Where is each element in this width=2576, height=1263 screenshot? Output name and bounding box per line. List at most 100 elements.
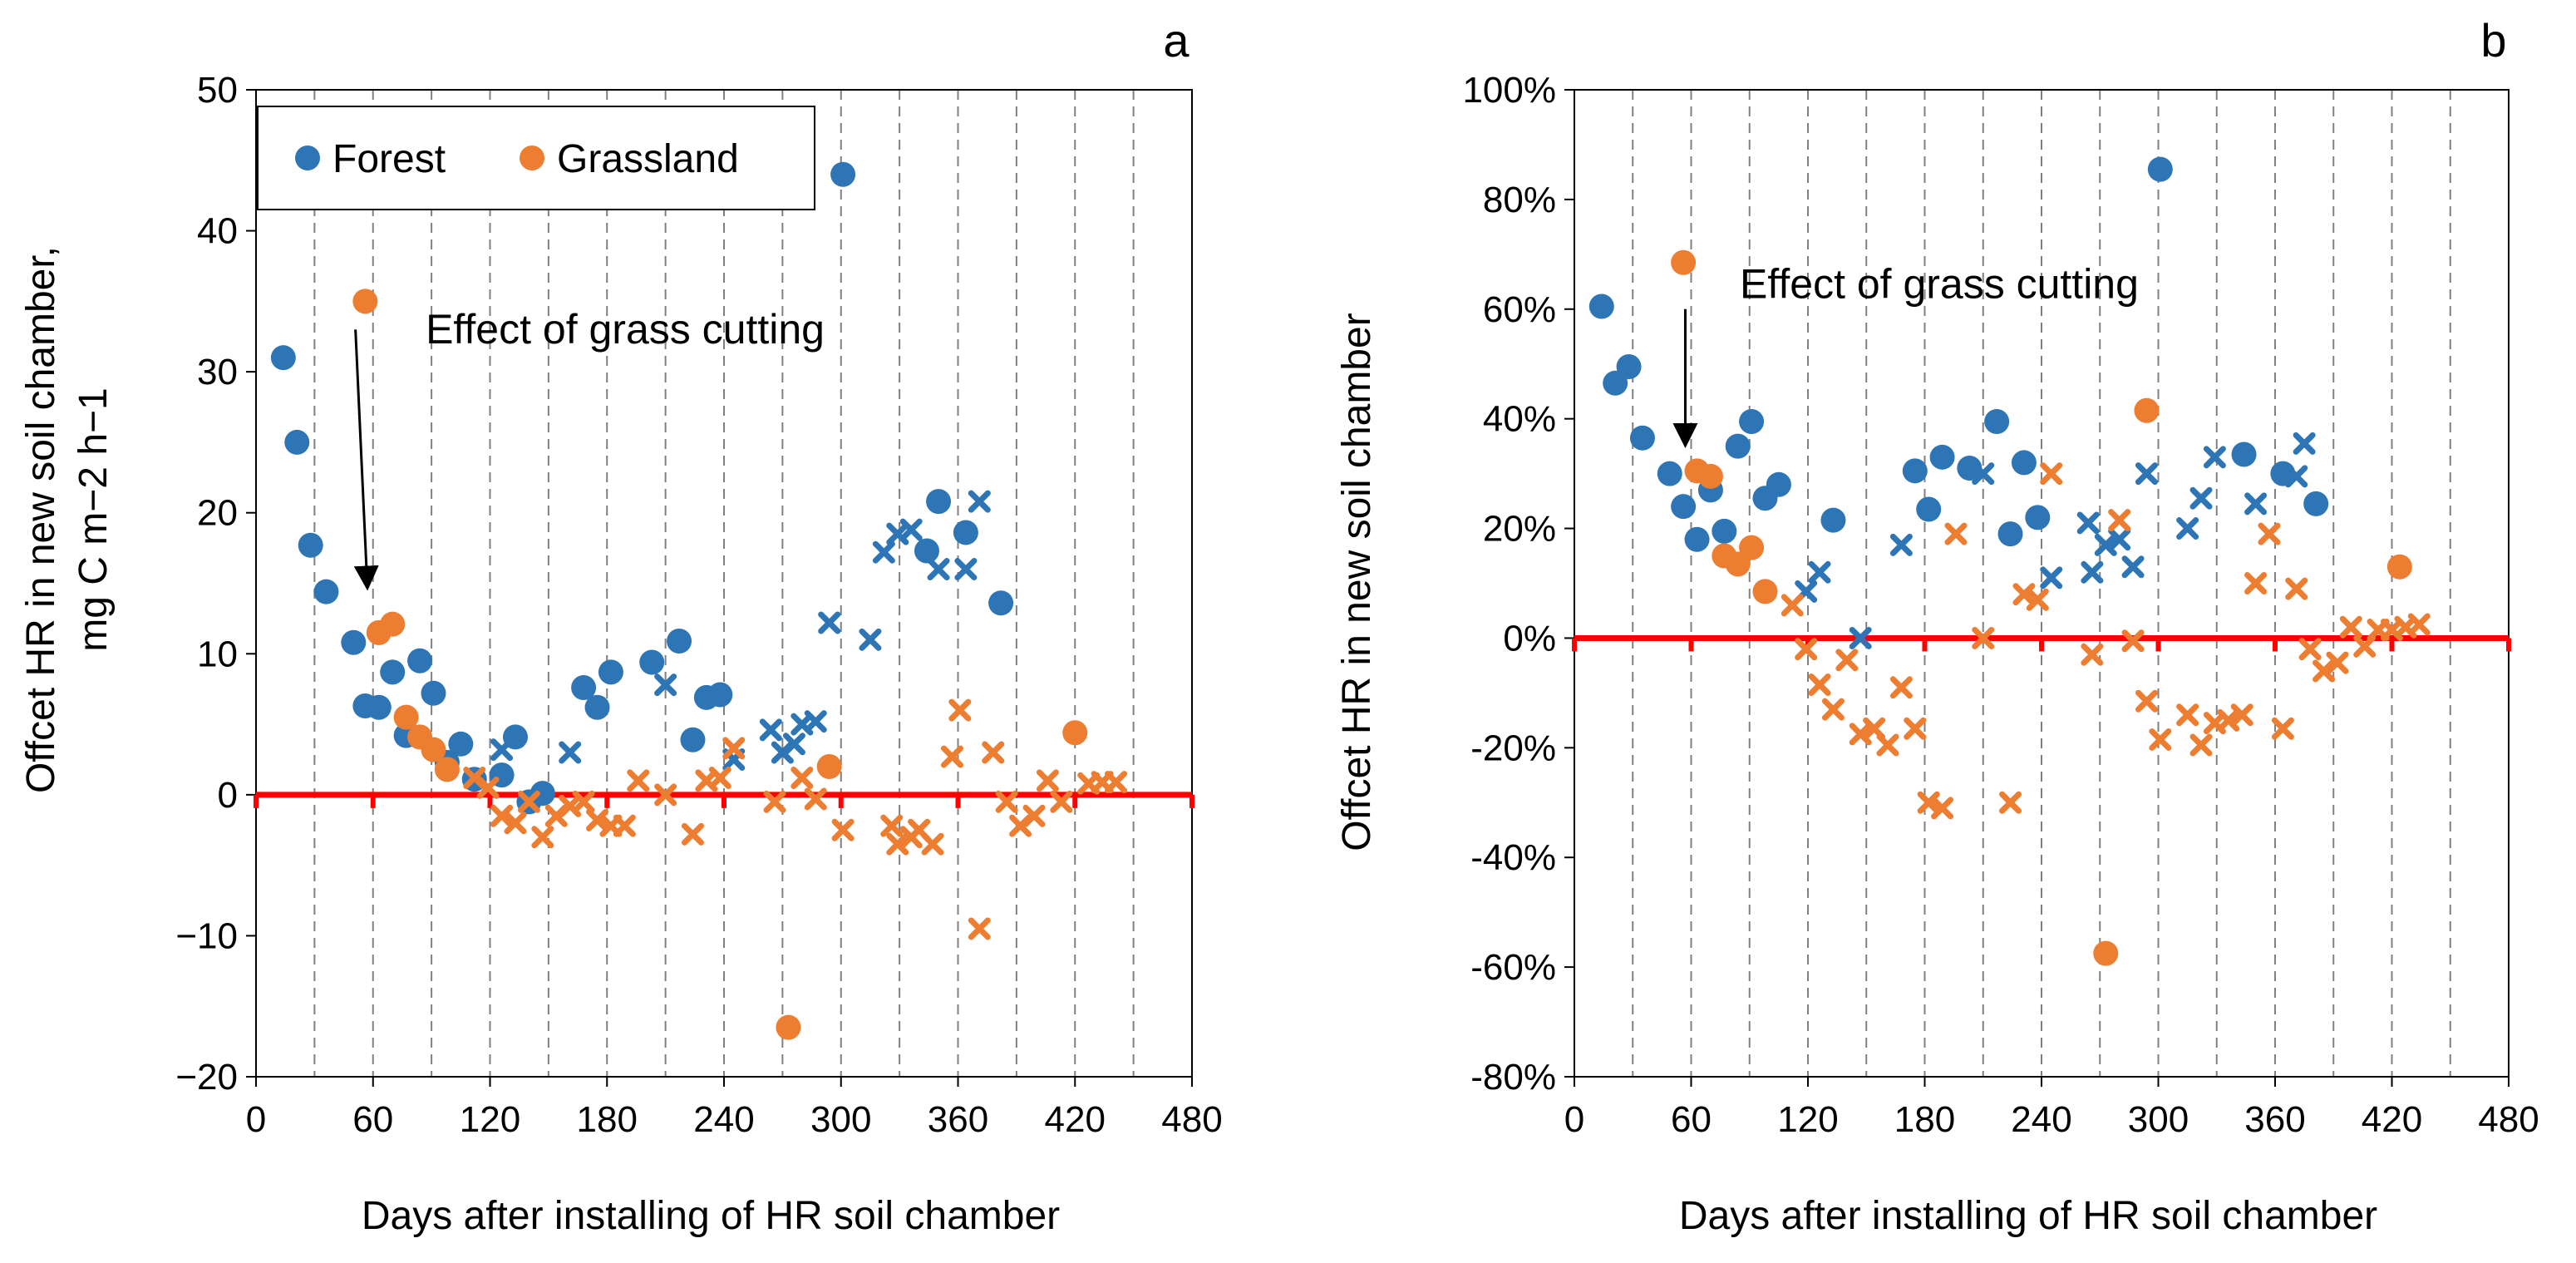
panel-b-grassland-cross-point	[1781, 594, 1804, 617]
panel-b-annotation-text: Effect of grass cutting	[1740, 261, 2139, 308]
panel-a-forest-circle-point	[667, 629, 692, 654]
panel-b-forest-cross-point	[2176, 517, 2199, 540]
panel-b-grassland-cross-point	[2121, 629, 2145, 653]
panel-a-grassland-cross-point	[504, 812, 527, 835]
panel-b-forest-cross-point	[1849, 626, 1872, 649]
panel-a-y-axis-units: mg C m−2 h−1	[71, 387, 116, 651]
panel-b-grassland-cross-point	[1876, 733, 1899, 757]
panel-a-x-tick-label: 480	[1161, 1099, 1222, 1140]
panel-a-forest-cross-point	[654, 673, 677, 697]
panel-a-x-tick-label: 180	[577, 1099, 638, 1140]
panel-b-grassland-cross-point	[2108, 509, 2131, 532]
panel-a-grassland-cross-point	[531, 826, 554, 849]
panel-b-x-tick-label: 0	[1564, 1099, 1584, 1140]
panel-b-grassland-cross-point	[1944, 522, 1968, 545]
panel-b-forest-circle-point	[1616, 354, 1642, 380]
panel-a-grassland-cross-point	[831, 818, 855, 841]
panel-a-forest-circle-point	[988, 590, 1014, 616]
panel-a-y-axis-title: Offcet HR in new soil chamber,	[19, 246, 63, 793]
panel-a-forest-circle-point	[707, 682, 733, 708]
panel-a-forest-circle-point	[366, 694, 392, 720]
legend-forest-marker	[295, 146, 320, 170]
panel-a-letter: a	[1163, 14, 1189, 67]
panel-b-forest-circle-point	[1712, 518, 1737, 544]
panel-b-annotation: Effect of grass cutting	[1672, 261, 2139, 449]
panel-a-y-tick-label: 20	[197, 493, 238, 534]
panel-a-x-tick-label: 420	[1045, 1099, 1106, 1140]
panel-b-forest-cross-point	[2040, 566, 2063, 590]
panel-a-grassland-cross-point	[886, 832, 909, 856]
panel-a-forest-cross-point	[818, 611, 841, 634]
panel-a-forest-circle-point	[270, 345, 296, 371]
panel-a-forest-cross-point	[759, 718, 782, 742]
panel-b-forest-cross-point	[2244, 492, 2268, 516]
panel-b-forest-circle-point	[2303, 491, 2329, 516]
panel-b-forest-circle-point	[2231, 442, 2257, 467]
panel-b-forest-circle-point	[2011, 450, 2037, 476]
panel-b-grassland-cross-point	[2298, 638, 2322, 661]
panel-a-x-tick-label: 60	[352, 1099, 393, 1140]
panel-b-x-tick-label: 180	[1894, 1099, 1955, 1140]
panel-b-zero-line-ticks	[1572, 638, 2511, 652]
panel-a-forest-circle-point	[529, 781, 555, 807]
panel-a-forest-circle-point	[284, 429, 310, 455]
panel-b-forest-circle-point	[1957, 456, 1982, 481]
panel-a-forest-circle-point	[380, 659, 406, 685]
panel-b-x-tick-label: 480	[2478, 1099, 2539, 1140]
panel-a-y-tick-label: 30	[197, 352, 238, 392]
panel-a-grassland-cross-point	[613, 814, 636, 837]
panel-b-forest-cross-point	[2203, 446, 2226, 469]
panel-b-grassland-cross-point	[2271, 717, 2294, 740]
panel-a-arrow	[353, 329, 379, 591]
panel-b-grassland-cross-point	[2026, 588, 2049, 611]
panel-a-forest-circle-point	[584, 694, 610, 720]
panel-a-grassland-cross-point	[1105, 771, 1128, 794]
panel-b-grassland-cross-point	[2339, 615, 2362, 639]
legend-grassland-marker	[520, 146, 544, 170]
panel-a-forest-circle-point	[298, 532, 323, 558]
panel-b-x-tick-label: 420	[2362, 1099, 2422, 1140]
panel-a-forest-cross-point	[968, 490, 991, 513]
panel-b-y-tick-label: 80%	[1483, 180, 1556, 220]
panel-a-x-tick-label: 300	[810, 1099, 871, 1140]
panel-b-forest-circle-point	[1916, 496, 1942, 522]
panel-b-forest-circle-point	[1902, 458, 1928, 484]
panel-a-grassland-cross-point	[763, 790, 786, 813]
panel-a-y-tick-label: 40	[197, 211, 238, 252]
panel-b-chart: b 100% 80% 60% 40% 20% 0% -20% -40% -60% -80% 0 60…	[1335, 14, 2539, 1238]
panel-a-x-axis-ticks: 0 60 120 180 240 300 360 420 480	[246, 1077, 1223, 1140]
panel-b-forest-circle-point	[1997, 521, 2023, 547]
panel-a-grassland-cross-point	[654, 783, 677, 807]
panel-a-annotation-text: Effect of grass cutting	[426, 306, 825, 353]
panel-b-grassland-cross-point	[1889, 676, 1913, 699]
panel-a-gridlines	[313, 90, 1135, 1077]
panel-a-grassland-circle-point	[421, 737, 446, 762]
panel-b-forest-cross-point	[2081, 560, 2104, 584]
panel-a-forest-circle-point	[448, 731, 474, 757]
panel-b-grassland-cross-point	[2230, 703, 2253, 727]
panel-b-y-tick-label: -80%	[1470, 1057, 1556, 1098]
panel-a-grassland-circle-point	[352, 289, 378, 314]
panel-a-x-tick-label: 0	[246, 1099, 266, 1140]
panel-b-forest-circle-point	[2147, 156, 2173, 182]
panel-a-grassland-cross-point	[722, 737, 746, 760]
panel-a-grassland-cross-point	[1050, 790, 1073, 813]
panel-b-grassland-circle-point	[1739, 535, 1765, 560]
panel-b-grassland-cross-point	[1931, 797, 1954, 820]
panel-b-grassland-cross-point	[1972, 626, 1995, 649]
panel-a-legend: Forest Grassland	[257, 106, 815, 210]
panel-b-x-tick-label: 300	[2128, 1099, 2189, 1140]
panel-a-forest-circle-point	[926, 489, 952, 515]
panel-a-x-axis-title: Days after installing of HR soil chamber	[362, 1194, 1060, 1238]
panel-b-x-tick-label: 240	[2011, 1099, 2071, 1140]
panel-b-grassland-cross-point	[2135, 689, 2158, 713]
panel-a-grassland-cross-point	[1036, 769, 1059, 792]
panel-b-y-tick-label: -60%	[1470, 947, 1556, 988]
panel-b-forest-cross-point	[1889, 533, 1913, 556]
panel-b-y-tick-label: 0%	[1503, 618, 1556, 659]
panel-b-grassland-cross-point	[2040, 462, 2063, 486]
panel-a-x-tick-label: 360	[928, 1099, 988, 1140]
panel-b-y-tick-label: 100%	[1462, 70, 1556, 111]
panel-b-grassland-cross-point	[2326, 651, 2349, 674]
panel-a-forest-cross-point	[804, 710, 827, 733]
